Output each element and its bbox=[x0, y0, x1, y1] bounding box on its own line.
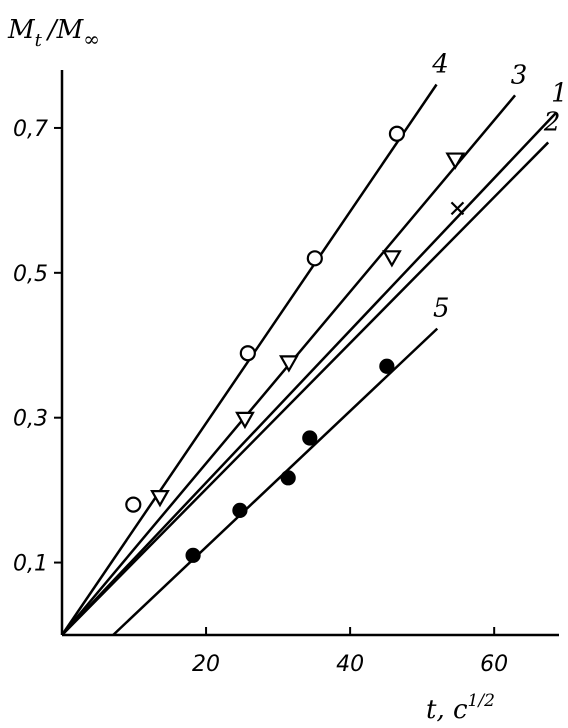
y-tick-label: 0,3 bbox=[13, 407, 48, 432]
y-label-main: M bbox=[7, 15, 36, 45]
fit-line bbox=[61, 112, 557, 636]
marker bbox=[280, 470, 296, 486]
marker bbox=[278, 355, 299, 373]
fit-line bbox=[61, 141, 550, 636]
marker bbox=[450, 201, 465, 216]
series-label: 5 bbox=[433, 294, 450, 324]
x-tick-label: 40 bbox=[336, 652, 364, 677]
x-label-main: t, c bbox=[426, 695, 468, 725]
series-label: 3 bbox=[511, 60, 528, 90]
series-label: 4 bbox=[431, 49, 449, 79]
y-axis-label: Mt/M∞ bbox=[7, 15, 100, 51]
x-axis-label: t, c1/2 bbox=[426, 691, 495, 725]
y-tick-label: 0,1 bbox=[13, 552, 48, 577]
y-label-sub2: ∞ bbox=[83, 27, 100, 51]
marker bbox=[381, 250, 402, 268]
marker bbox=[388, 125, 406, 142]
y-tick-label: 0,7 bbox=[13, 117, 48, 142]
y-label-sep: / bbox=[45, 15, 59, 45]
x-tick-label: 20 bbox=[192, 652, 220, 677]
y-label-main2: M bbox=[56, 15, 85, 45]
marker bbox=[445, 152, 466, 170]
marker bbox=[150, 489, 170, 508]
marker bbox=[379, 358, 395, 374]
series-label: 1 bbox=[551, 78, 568, 108]
marker bbox=[239, 345, 256, 362]
y-label-sub: t bbox=[35, 30, 43, 51]
marker bbox=[306, 250, 323, 267]
x-label-sup: 1/2 bbox=[468, 691, 495, 711]
fit-line bbox=[112, 327, 439, 636]
marker bbox=[185, 547, 201, 563]
marker bbox=[125, 496, 142, 513]
series-label: 2 bbox=[543, 107, 561, 137]
x-tick-label: 60 bbox=[480, 652, 508, 677]
marker bbox=[235, 411, 255, 430]
marker bbox=[302, 430, 318, 446]
y-tick-label: 0,5 bbox=[13, 262, 48, 287]
marker bbox=[232, 502, 248, 519]
